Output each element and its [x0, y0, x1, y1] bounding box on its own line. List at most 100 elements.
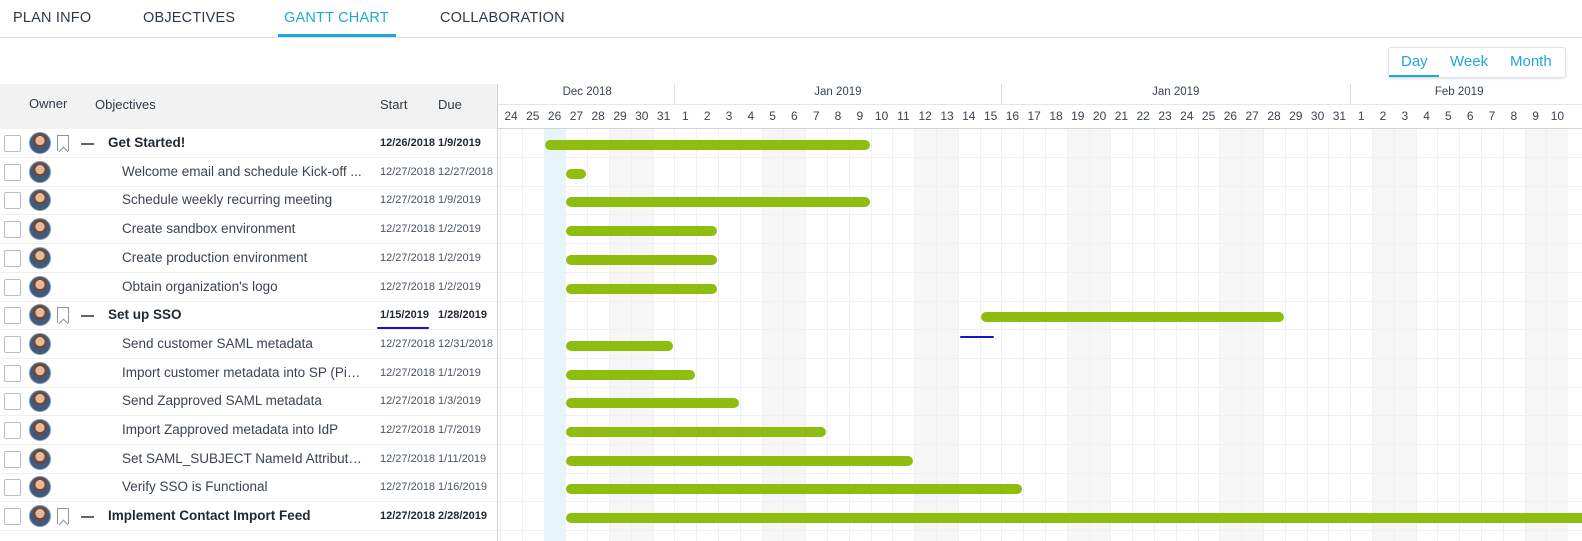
zoom-week-button[interactable]: Week	[1450, 53, 1489, 70]
start-date[interactable]: 12/27/2018	[380, 165, 436, 178]
objective-group-row[interactable]: Get Started! 12/26/2018 1/9/2019	[0, 129, 497, 158]
objective-row[interactable]: Obtain organization's logo 12/27/2018 1/2/…	[0, 273, 497, 302]
objective-name[interactable]: Import customer metadata into SP (Pin...	[122, 364, 362, 380]
objective-name[interactable]: Create production environment	[122, 249, 308, 265]
due-date[interactable]: 12/27/2018	[438, 165, 494, 178]
start-date[interactable]: 12/27/2018	[380, 223, 436, 236]
row-checkbox[interactable]	[4, 508, 21, 526]
gantt-bar[interactable]	[566, 427, 826, 437]
due-date[interactable]: 1/11/2019	[438, 452, 487, 465]
due-date[interactable]: 1/2/2019	[438, 280, 481, 293]
start-date[interactable]: 12/27/2018	[380, 251, 436, 264]
due-date[interactable]: 1/16/2019	[438, 481, 487, 494]
gantt-bar[interactable]	[566, 455, 914, 466]
bookmark-icon[interactable]	[57, 307, 69, 324]
owner-avatar[interactable]	[29, 361, 51, 384]
row-checkbox[interactable]	[4, 335, 21, 353]
owner-avatar[interactable]	[29, 160, 51, 183]
collapse-icon[interactable]	[81, 516, 94, 519]
row-checkbox[interactable]	[4, 422, 21, 439]
objective-name[interactable]: Set SAML_SUBJECT NameId Attribute ...	[122, 450, 362, 466]
row-checkbox[interactable]	[4, 364, 21, 382]
objective-row[interactable]: Schedule weekly recurring meeting 12/27/2…	[0, 186, 497, 216]
owner-avatar[interactable]	[29, 332, 51, 355]
objective-row[interactable]: Verify SSO is Functional 12/27/2018 1/16/2…	[0, 473, 497, 503]
bookmark-icon[interactable]	[57, 135, 69, 151]
owner-avatar[interactable]	[29, 476, 51, 499]
gantt-bar[interactable]	[566, 283, 717, 294]
objective-row[interactable]: Import Zapproved metadata into IdP 12/27/…	[0, 416, 497, 445]
owner-avatar[interactable]	[29, 218, 51, 241]
objective-row[interactable]: Create production environment 12/27/2018 1…	[0, 244, 497, 273]
owner-column-header[interactable]: Owner	[29, 96, 68, 111]
row-checkbox[interactable]	[4, 135, 21, 152]
due-date[interactable]: 1/7/2019	[438, 424, 481, 436]
start-date[interactable]: 12/26/2018	[380, 137, 436, 149]
start-date[interactable]: 12/27/2018	[380, 452, 436, 465]
objective-row[interactable]: Welcome email and schedule Kick-off ... 1…	[0, 158, 497, 187]
zoom-month-button[interactable]: Month	[1510, 53, 1552, 70]
row-checkbox[interactable]	[4, 221, 21, 239]
start-date[interactable]: 12/27/2018	[380, 280, 436, 293]
start-date[interactable]: 12/27/2018	[380, 510, 436, 523]
objective-row[interactable]: Set SAML_SUBJECT NameId Attribute ... 12/…	[0, 445, 497, 474]
gantt-bar[interactable]	[980, 312, 1284, 323]
start-column-header[interactable]: Start	[380, 97, 408, 112]
gantt-bar[interactable]	[566, 369, 696, 380]
gantt-bar[interactable]	[566, 254, 717, 265]
due-date[interactable]: 1/2/2019	[438, 251, 481, 264]
owner-avatar[interactable]	[29, 505, 51, 528]
gantt-bar[interactable]	[566, 168, 587, 179]
due-date[interactable]: 1/9/2019	[438, 194, 481, 207]
gantt-bar[interactable]	[566, 398, 739, 409]
start-date[interactable]: 12/27/2018	[380, 337, 436, 350]
start-date[interactable]: 12/27/2018	[380, 194, 436, 207]
start-date[interactable]: 12/27/2018	[380, 366, 436, 379]
tab-plan-info[interactable]: PLAN INFO	[13, 10, 92, 26]
objectives-column-header[interactable]: Objectives	[95, 97, 156, 112]
objective-name[interactable]: Schedule weekly recurring meeting	[122, 192, 333, 208]
gantt-bar[interactable]	[566, 197, 870, 208]
objective-row[interactable]: Send customer SAML metadata 12/27/2018 12/…	[0, 330, 497, 359]
row-checkbox[interactable]	[4, 479, 21, 497]
start-date[interactable]: 1/15/2019	[380, 309, 429, 322]
row-checkbox[interactable]	[4, 393, 21, 411]
objective-name[interactable]: Send customer SAML metadata	[122, 335, 313, 351]
due-date[interactable]: 1/3/2019	[438, 395, 481, 408]
objective-name[interactable]: Verify SSO is Functional	[122, 479, 268, 495]
objective-name[interactable]: Obtain organization's logo	[122, 278, 278, 294]
objective-row[interactable]: Import customer metadata into SP (Pin...…	[0, 359, 497, 388]
objective-name[interactable]: Create sandbox environment	[122, 221, 296, 237]
due-date[interactable]: 2/28/2019	[438, 510, 487, 523]
due-date[interactable]: 12/31/2018	[438, 337, 494, 350]
tab-collaboration[interactable]: COLLABORATION	[440, 10, 565, 26]
due-date[interactable]: 1/9/2019	[438, 137, 481, 149]
objective-name[interactable]: Send Zapproved SAML metadata	[122, 393, 322, 409]
owner-avatar[interactable]	[29, 246, 51, 269]
gantt-bar[interactable]	[566, 484, 1023, 495]
tab-objectives[interactable]: OBJECTIVES	[143, 10, 236, 26]
owner-avatar[interactable]	[29, 189, 51, 212]
objective-row[interactable]: Create sandbox environment 12/27/2018 1/2/…	[0, 215, 497, 245]
collapse-icon[interactable]	[81, 143, 94, 145]
gantt-bar[interactable]	[544, 140, 870, 150]
zoom-day-button[interactable]: Day	[1401, 53, 1428, 70]
owner-avatar[interactable]	[29, 419, 51, 441]
gantt-bar[interactable]	[566, 513, 1582, 524]
start-date[interactable]: 12/27/2018	[380, 424, 436, 436]
start-date[interactable]: 12/27/2018	[380, 395, 436, 408]
row-checkbox[interactable]	[4, 307, 21, 325]
due-date[interactable]: 1/28/2019	[438, 309, 487, 322]
gantt-bar[interactable]	[566, 226, 717, 237]
grid-splitter[interactable]	[497, 84, 498, 541]
row-checkbox[interactable]	[4, 278, 21, 296]
row-checkbox[interactable]	[4, 249, 21, 267]
objective-row[interactable]: Send Zapproved SAML metadata 12/27/2018 1/…	[0, 387, 497, 417]
due-column-header[interactable]: Due	[438, 97, 462, 112]
due-date[interactable]: 1/2/2019	[438, 223, 481, 236]
owner-avatar[interactable]	[29, 132, 51, 154]
objective-name[interactable]: Import Zapproved metadata into IdP	[122, 422, 339, 437]
owner-avatar[interactable]	[29, 304, 51, 327]
owner-avatar[interactable]	[29, 447, 51, 470]
objective-name[interactable]: Welcome email and schedule Kick-off ...	[122, 163, 362, 179]
